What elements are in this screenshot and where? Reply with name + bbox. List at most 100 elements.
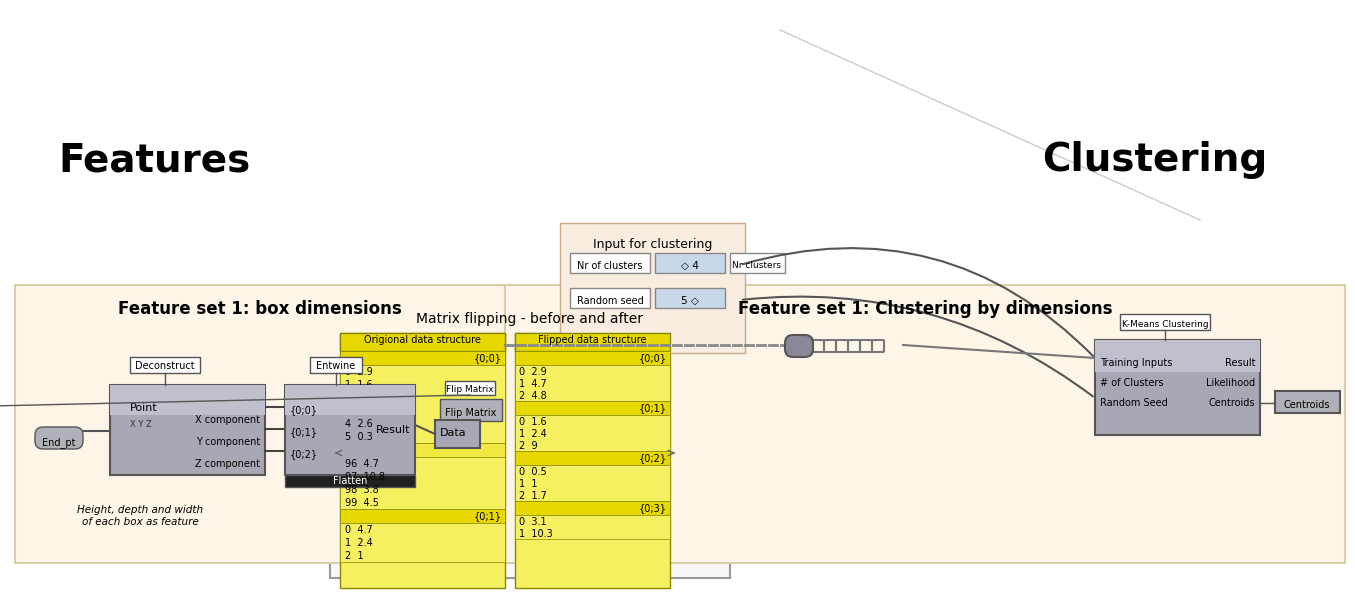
Text: {0;2}: {0;2} — [290, 449, 318, 459]
Text: Input for clustering: Input for clustering — [593, 238, 713, 251]
Text: Flatten: Flatten — [333, 476, 367, 486]
Text: Feature set 1: box dimensions: Feature set 1: box dimensions — [118, 300, 402, 318]
FancyBboxPatch shape — [785, 335, 813, 357]
Text: Y component: Y component — [195, 437, 260, 447]
Text: Centroids: Centroids — [1209, 398, 1255, 408]
Text: 2  0.5: 2 0.5 — [346, 393, 373, 403]
Bar — [560, 223, 745, 353]
Text: {0;0}: {0;0} — [474, 353, 501, 363]
Text: Flip Matrix: Flip Matrix — [446, 385, 493, 394]
Text: {0;1}: {0;1} — [640, 403, 667, 413]
Bar — [340, 333, 505, 351]
Bar — [730, 253, 785, 273]
Text: Data: Data — [440, 428, 466, 438]
Text: 3  3.1: 3 3.1 — [346, 406, 373, 416]
Text: 98  3.8: 98 3.8 — [346, 485, 379, 495]
Bar — [515, 415, 669, 451]
Bar — [515, 501, 669, 515]
Bar — [1095, 340, 1260, 372]
Text: 1  2.4: 1 2.4 — [346, 538, 373, 548]
Text: 96  4.7: 96 4.7 — [346, 459, 379, 469]
Text: 0  0.5: 0 0.5 — [519, 467, 547, 477]
Text: 0  2.9: 0 2.9 — [519, 367, 547, 377]
Text: {0;1}: {0;1} — [290, 427, 318, 437]
Bar — [285, 475, 415, 487]
Bar — [570, 253, 650, 273]
Text: 1  1: 1 1 — [519, 479, 538, 489]
Bar — [340, 523, 505, 562]
Text: Flipped data structure: Flipped data structure — [538, 335, 646, 345]
Text: Training Inputs: Training Inputs — [1100, 358, 1172, 368]
Text: Nr of clusters: Nr of clusters — [577, 261, 642, 271]
Text: Random Seed: Random Seed — [1100, 398, 1168, 408]
Text: 0  1.6: 0 1.6 — [519, 417, 546, 427]
Bar — [130, 357, 201, 373]
Bar — [435, 420, 480, 448]
Text: Clustering: Clustering — [1042, 141, 1268, 179]
Bar — [1121, 314, 1210, 330]
Bar — [1275, 391, 1340, 413]
Bar — [110, 385, 266, 475]
Text: X component: X component — [195, 415, 260, 425]
Bar — [515, 365, 669, 401]
Bar — [570, 288, 650, 308]
Text: 97  10.8: 97 10.8 — [346, 472, 385, 482]
Text: Entwine: Entwine — [316, 361, 355, 371]
Bar — [515, 515, 669, 539]
Bar — [285, 385, 415, 475]
Text: 5  0.3: 5 0.3 — [346, 432, 373, 442]
Bar — [515, 351, 669, 365]
Text: # of Clusters: # of Clusters — [1100, 378, 1164, 388]
Bar — [340, 351, 505, 365]
Text: 1  2.4: 1 2.4 — [519, 429, 547, 439]
Text: {0;2}: {0;2} — [638, 453, 667, 463]
Text: {0;1}: {0;1} — [474, 511, 501, 521]
Text: Point: Point — [130, 403, 157, 413]
Text: {0;0}: {0;0} — [640, 353, 667, 363]
Text: Matrix flipping - before and after: Matrix flipping - before and after — [416, 312, 644, 326]
Bar — [340, 457, 505, 509]
Bar — [1095, 340, 1260, 435]
Text: Nr clusters: Nr clusters — [733, 261, 782, 270]
Text: Random seed: Random seed — [577, 296, 644, 306]
Bar — [654, 253, 725, 273]
Text: {0;3}: {0;3} — [640, 503, 667, 513]
Text: 4  2.6: 4 2.6 — [346, 419, 373, 429]
Bar — [515, 401, 669, 415]
Bar — [515, 465, 669, 501]
Text: 5 ◇: 5 ◇ — [682, 296, 699, 306]
Text: 0  4.7: 0 4.7 — [346, 525, 373, 535]
Bar — [505, 285, 1346, 563]
Text: Centroids: Centroids — [1283, 400, 1331, 410]
Bar — [110, 385, 266, 415]
Bar — [515, 333, 669, 351]
Text: 2  4.8: 2 4.8 — [519, 391, 547, 401]
Text: 2  9: 2 9 — [519, 441, 538, 451]
Text: Flip Matrix: Flip Matrix — [446, 408, 497, 418]
Bar — [340, 333, 505, 588]
Text: 99  4.5: 99 4.5 — [346, 498, 379, 508]
Bar — [515, 451, 669, 465]
Bar — [340, 365, 505, 443]
Bar — [654, 288, 725, 308]
Bar — [444, 381, 495, 395]
Text: 0  2.9: 0 2.9 — [346, 367, 373, 377]
Bar — [440, 399, 501, 421]
Text: Z component: Z component — [195, 459, 260, 469]
Text: 1  10.3: 1 10.3 — [519, 529, 553, 539]
Text: Features: Features — [58, 141, 251, 179]
Text: K-Means Clustering: K-Means Clustering — [1122, 320, 1209, 329]
Bar — [340, 509, 505, 523]
Text: Deconstruct: Deconstruct — [136, 361, 195, 371]
Text: X Y Z: X Y Z — [130, 420, 152, 429]
Text: Height, depth and width
of each box as feature: Height, depth and width of each box as f… — [77, 505, 203, 527]
Text: 2  1: 2 1 — [346, 551, 363, 561]
Text: Feature set 1: Clustering by dimensions: Feature set 1: Clustering by dimensions — [737, 300, 1112, 318]
Bar — [331, 298, 730, 578]
Bar — [15, 285, 505, 563]
Bar — [515, 333, 669, 588]
Text: Likelihood: Likelihood — [1206, 378, 1255, 388]
Text: {0;0}: {0;0} — [290, 405, 318, 415]
Text: 1  1.6: 1 1.6 — [346, 380, 373, 390]
Text: End_pt: End_pt — [42, 437, 76, 448]
